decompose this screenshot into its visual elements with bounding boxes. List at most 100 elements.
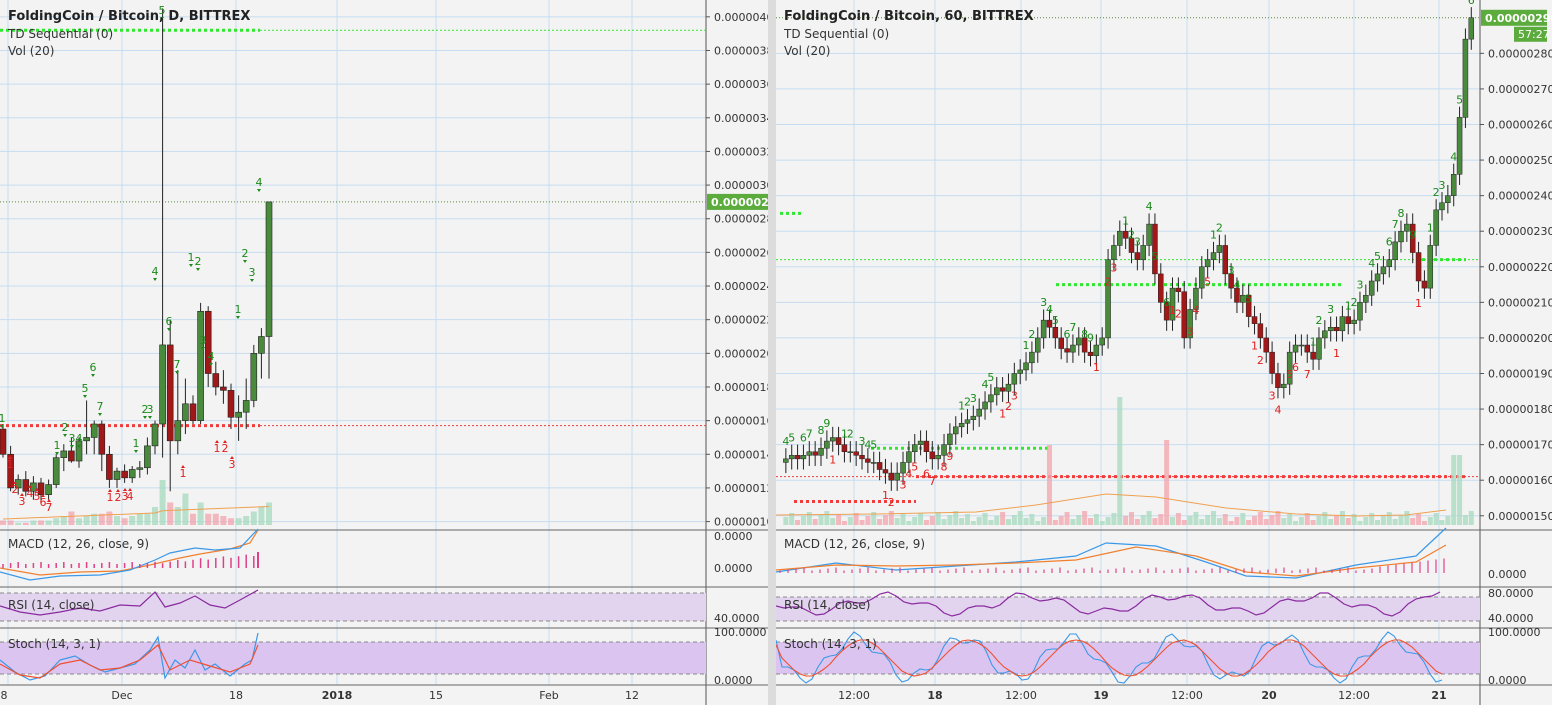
- price-tick-label: 0.00000200: [1488, 332, 1552, 345]
- volume-bar: [1287, 514, 1293, 525]
- volume-bar: [1252, 516, 1258, 525]
- candle-body: [1427, 245, 1434, 289]
- candle-body: [1117, 230, 1123, 246]
- volume-bar: [205, 513, 212, 525]
- daily-chart-canvas[interactable]: 0.00000400 0.00000380 0.00000360 0.00000340…: [0, 0, 768, 705]
- candle-body: [1076, 337, 1082, 346]
- price-tick-label: 0.00000150: [1488, 510, 1552, 523]
- volume-bar: [1263, 519, 1269, 525]
- candle-body: [106, 453, 113, 480]
- volume-bar: [83, 516, 90, 525]
- td-count-label: 1: [1169, 304, 1176, 317]
- volume-bar: [1158, 514, 1164, 525]
- candle-body: [151, 423, 159, 447]
- candle-body: [982, 401, 988, 410]
- rsi-tick-label: 40.0000: [1488, 612, 1534, 625]
- time-tick-label: 8: [1, 689, 8, 702]
- candle-body: [1210, 252, 1217, 260]
- volume-bar: [877, 519, 883, 525]
- candle-body: [204, 310, 212, 374]
- volume-bar: [941, 519, 947, 525]
- candle-body: [1439, 202, 1445, 211]
- candle-body: [242, 400, 250, 413]
- price-tick-label: 0.00000190: [1488, 367, 1552, 380]
- macd-tick-label: 0.0000: [714, 562, 753, 575]
- td-arrow: [215, 440, 219, 443]
- candle-body: [1251, 316, 1258, 324]
- volume-bar: [1334, 515, 1340, 525]
- td-count-label: 7: [174, 358, 181, 371]
- stoch-tick-label: 0.0000: [714, 674, 753, 687]
- panel-divider[interactable]: [768, 0, 776, 705]
- volume-bar: [1140, 515, 1146, 525]
- td-count-label: 9: [1087, 332, 1094, 345]
- volume-bar: [1269, 515, 1275, 525]
- candle-body: [45, 484, 52, 495]
- price-tick-label: 0.00000220: [714, 314, 768, 327]
- candle-body: [976, 408, 982, 417]
- td-count-label: 3: [1438, 179, 1445, 192]
- candle-body: [812, 451, 818, 456]
- candle-body: [1234, 287, 1240, 303]
- time-tick-label: 12:00: [1005, 689, 1037, 702]
- td-count-label: 8: [1397, 207, 1404, 220]
- volume-bar: [859, 520, 865, 525]
- td-count-label: 3: [249, 266, 256, 279]
- volume-bar: [1064, 512, 1070, 525]
- candle-body: [1204, 259, 1211, 268]
- td-count-label: 5: [1151, 250, 1158, 263]
- volume-bar: [1392, 519, 1398, 525]
- volume-bar: [1240, 513, 1246, 525]
- td-count-label: 4: [152, 265, 159, 278]
- td-arrow: [223, 440, 227, 443]
- volume-bar: [789, 513, 795, 525]
- candle-body: [1146, 223, 1152, 246]
- volume-bar: [935, 512, 941, 525]
- volume-ma-line: [2, 506, 270, 520]
- stoch-tick-label: 100.0000: [1488, 626, 1541, 639]
- volume-bar: [959, 518, 965, 525]
- volume-bar: [806, 512, 812, 525]
- td-count-label: 6: [1163, 296, 1170, 309]
- hourly-chart-panel[interactable]: 0.00000280 0.00000270 0.00000260 0.00000250…: [776, 0, 1552, 705]
- td-arrow: [47, 499, 51, 502]
- hourly-chart-canvas[interactable]: 0.00000280 0.00000270 0.00000260 0.00000250…: [776, 0, 1552, 705]
- daily-chart-panel[interactable]: 0.00000400 0.00000380 0.00000360 0.00000340…: [0, 0, 768, 705]
- candle-body: [1368, 280, 1375, 296]
- price-tick-label: 0.00000140: [714, 448, 768, 461]
- td-count-label: 3: [1327, 303, 1334, 316]
- volume-bar: [1029, 514, 1035, 525]
- volume-bar: [167, 502, 174, 525]
- td-count-label: 3: [1134, 236, 1141, 249]
- candle-body: [1134, 252, 1141, 260]
- candle-body: [1327, 326, 1334, 332]
- td-arrow: [70, 445, 74, 448]
- candle-body: [235, 411, 242, 418]
- candle-body: [189, 403, 197, 421]
- volume-bar: [228, 518, 234, 525]
- volume-bar: [1468, 511, 1474, 525]
- volume-bar: [98, 513, 105, 525]
- volume-bar: [1304, 513, 1310, 525]
- td-count-label: 1: [1427, 221, 1434, 234]
- candle-body: [1310, 351, 1316, 360]
- volume-bar: [1041, 517, 1047, 525]
- volume-bar: [836, 514, 842, 525]
- last-price-tag: [1481, 9, 1547, 26]
- td-count-label: 2: [222, 442, 229, 455]
- td-count-label: 2: [195, 255, 202, 268]
- td-count-label: 3: [970, 392, 977, 405]
- td-count-label: 6: [923, 468, 930, 481]
- volume-bar: [871, 512, 877, 525]
- candle-body: [98, 423, 106, 455]
- td-arrow: [160, 17, 164, 20]
- td-arrow: [63, 434, 67, 437]
- td-count-label: 7: [46, 501, 53, 514]
- volume-bar: [1058, 516, 1064, 525]
- volume-bar: [1421, 521, 1427, 525]
- td-count-label: 1: [1023, 339, 1030, 352]
- candle-body: [1099, 337, 1105, 346]
- price-tick-label: 0.00000380: [714, 44, 768, 57]
- volume-bar: [250, 511, 257, 525]
- volume-bar: [1082, 511, 1088, 525]
